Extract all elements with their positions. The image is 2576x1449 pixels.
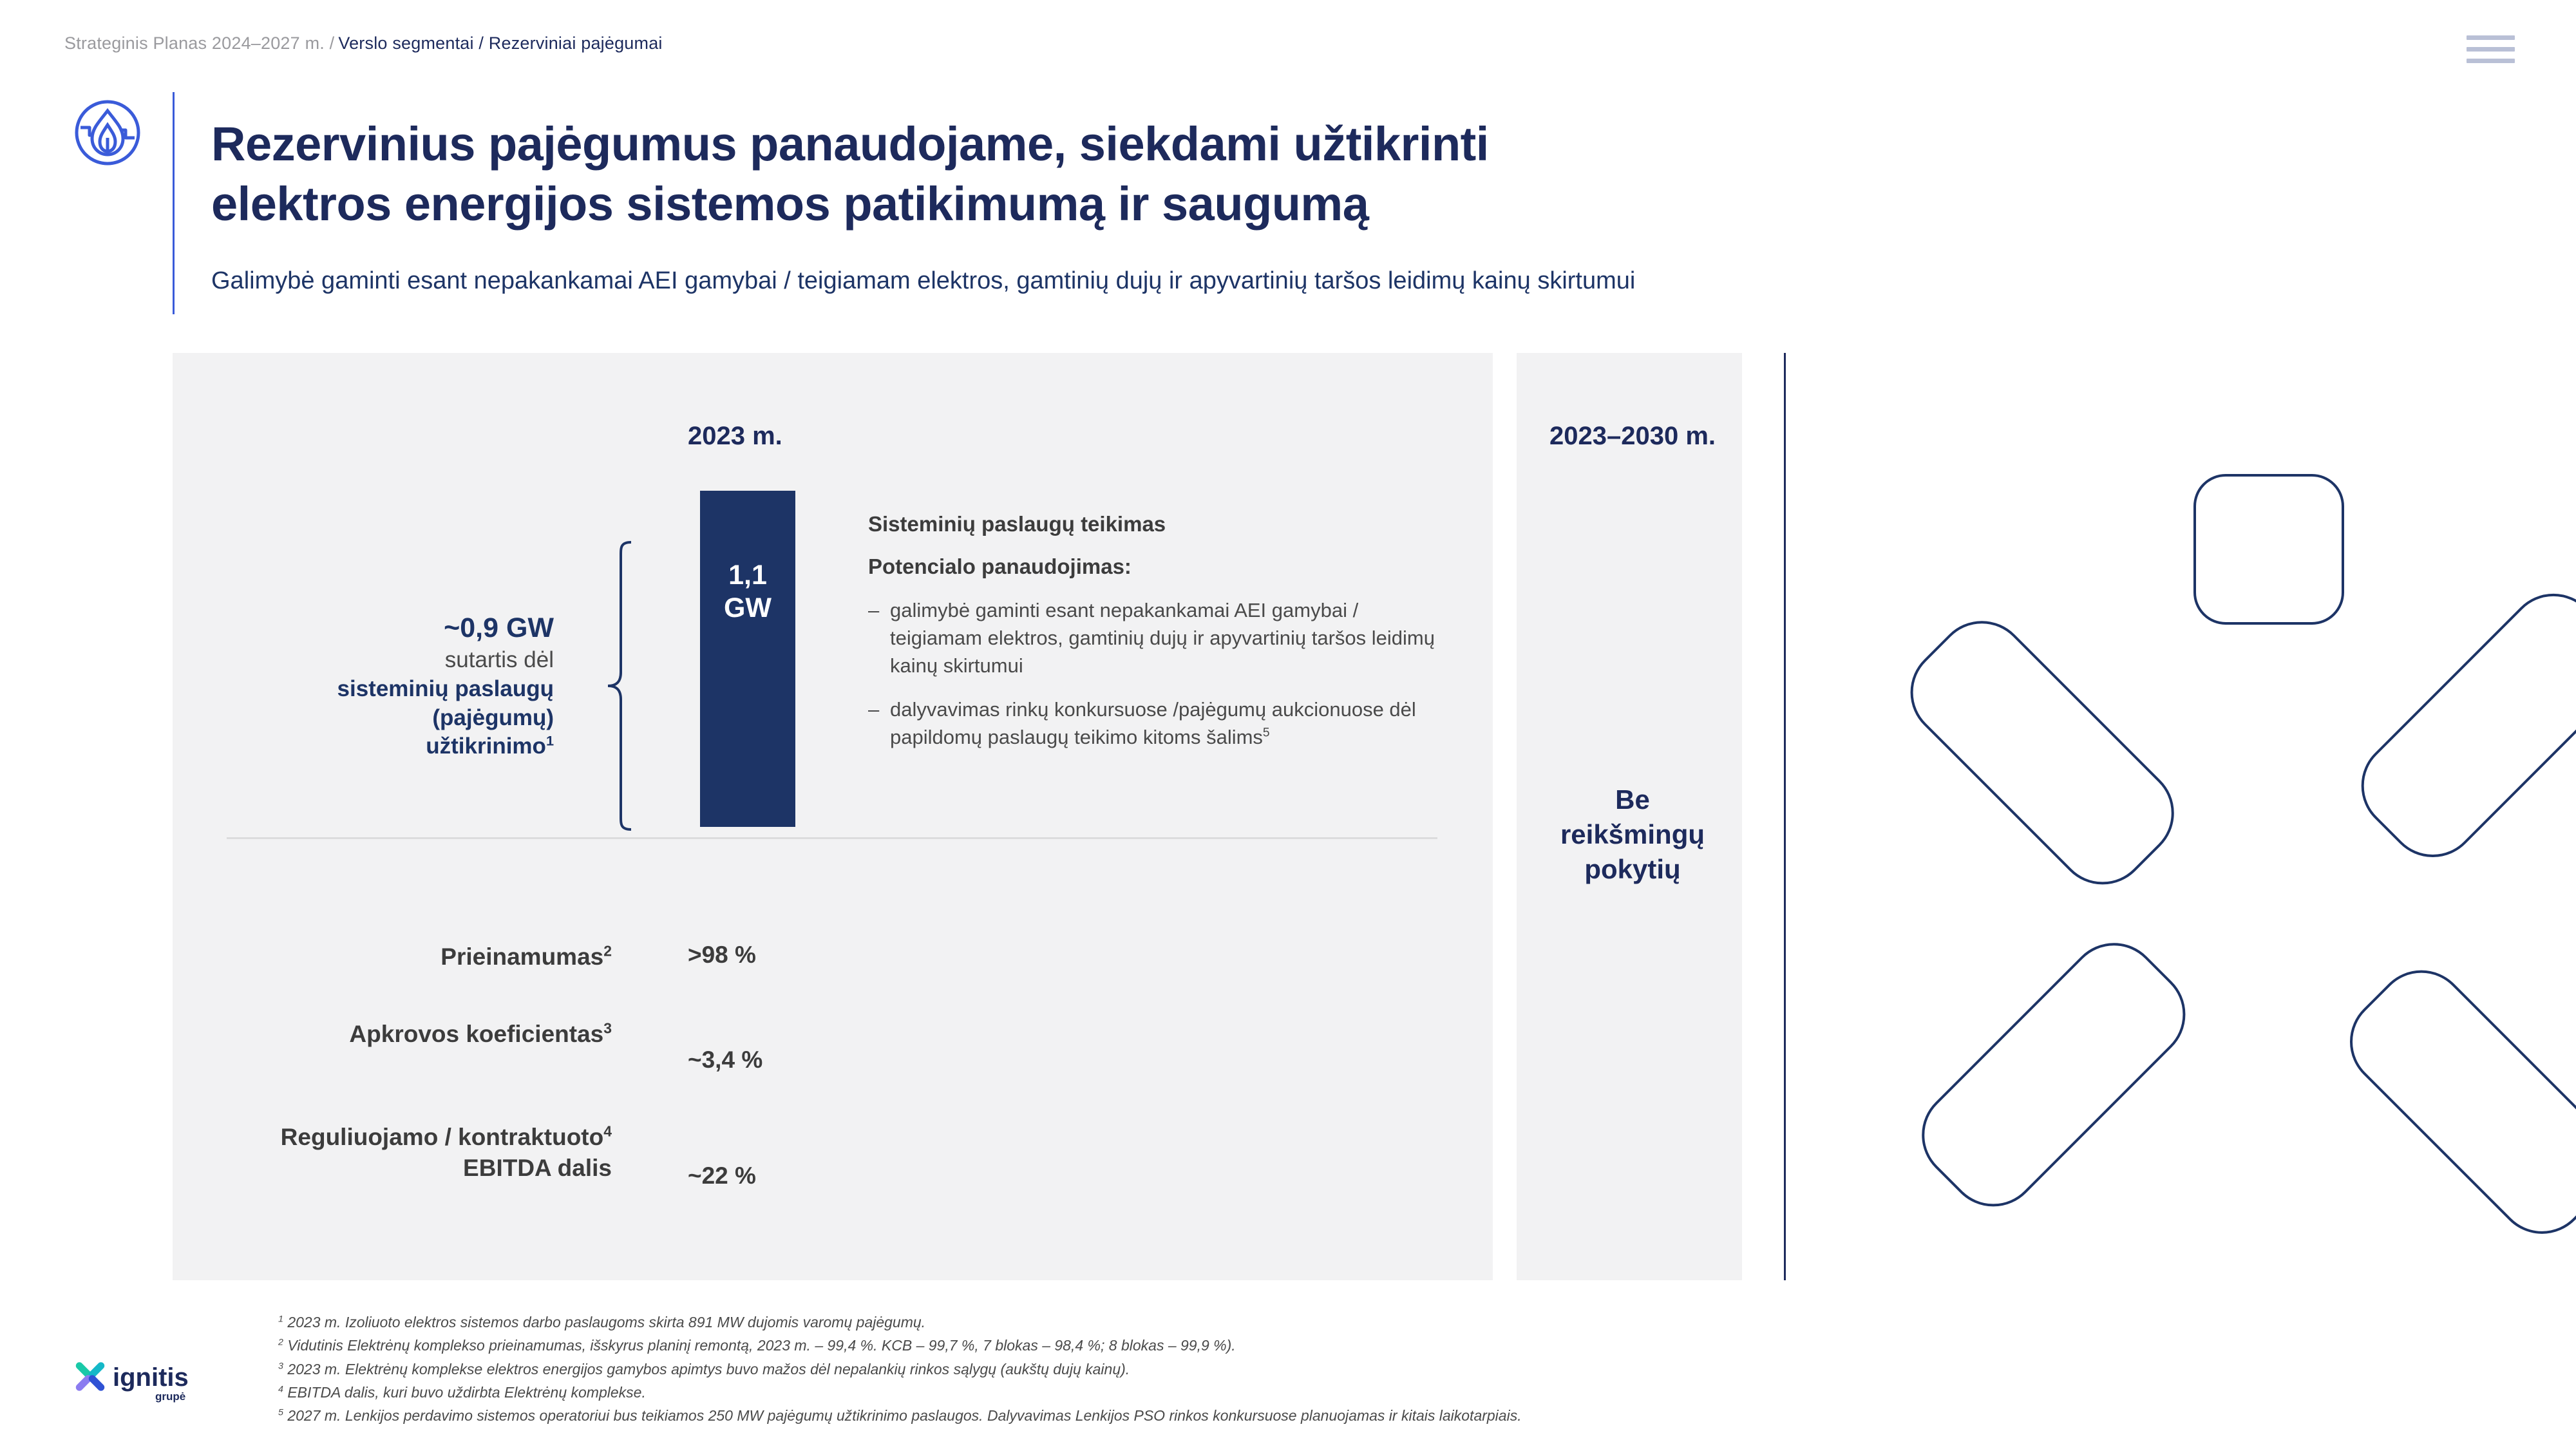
column-header-2023: 2023 m.	[688, 422, 782, 450]
annotation-headline: ~0,9 GW	[444, 612, 554, 643]
footnote-4-text: EBITDA dalis, kuri buvo uždirbta Elektrė…	[287, 1383, 646, 1401]
outlook-line-1: Be	[1615, 784, 1650, 815]
breadcrumb: Strateginis Planas 2024–2027 m. / Verslo …	[64, 33, 663, 53]
breadcrumb-active: Verslo segmentai / Rezerviniai pajėgumai	[338, 33, 663, 53]
detail-bullet-2: – dalyvavimas rinkų konkursuose /pajėgum…	[868, 696, 1435, 752]
decor-bar-tr	[2361, 593, 2576, 857]
decor-bar-bl	[1922, 943, 2186, 1207]
metric-value-ebitda-share: ~22 %	[688, 1162, 756, 1189]
footnote-1-marker: 1	[278, 1314, 283, 1325]
bar-value-number: 1,1	[728, 560, 767, 591]
capacity-annotation: ~0,9 GW sutartis dėl sisteminių paslaugų…	[270, 611, 554, 761]
footnote-2-marker: 2	[278, 1337, 283, 1348]
decor-bar-br	[2350, 970, 2576, 1234]
header-accent-rule	[173, 92, 175, 314]
metric-label-load-factor-text: Apkrovos koeficientas	[349, 1021, 604, 1047]
footnote-3: 3 2023 m. Elektrėnų komplekse elektros e…	[278, 1358, 2275, 1381]
footnote-3-text: 2023 m. Elektrėnų komplekse elektros ene…	[287, 1360, 1130, 1378]
annotation-line-5-text: užtikrinimo	[426, 734, 546, 759]
footnote-1: 1 2023 m. Izoliuoto elektros sistemos da…	[278, 1311, 2275, 1334]
footnotes: 1 2023 m. Izoliuoto elektros sistemos da…	[278, 1311, 2275, 1428]
detail-bullet-2-text: dalyvavimas rinkų konkursuose /pajėgumų …	[890, 696, 1435, 752]
footnote-4-marker: 4	[278, 1384, 283, 1395]
detail-bullet-1: – galimybė gaminti esant nepakankamai AE…	[868, 597, 1435, 679]
outlook-line-2: reikšmingų	[1560, 819, 1705, 849]
hamburger-bar-1	[2467, 35, 2515, 40]
bar-2023-capacity	[700, 491, 795, 827]
detail-bullet-2-footnote-ref: 5	[1262, 726, 1270, 740]
metric-label-availability-footnote-ref: 2	[603, 942, 612, 960]
detail-heading-2: Potencialo panaudojimas:	[868, 554, 1132, 578]
hamburger-bar-2	[2467, 47, 2515, 52]
bar-value-unit: GW	[723, 592, 772, 623]
footnote-4: 4 EBITDA dalis, kuri buvo uždirbta Elekt…	[278, 1381, 2275, 1404]
breadcrumb-prefix: Strateginis Planas 2024–2027 m. /	[64, 33, 335, 53]
annotation-line-2: sutartis dėl	[444, 647, 554, 673]
footnote-1-text: 2023 m. Izoliuoto elektros sistemos darb…	[287, 1314, 926, 1331]
detail-bullet-2-body: dalyvavimas rinkų konkursuose /pajėgumų …	[890, 698, 1416, 749]
detail-text-block: Sisteminių paslaugų teikimas Potencialo …	[868, 512, 1435, 768]
metric-value-availability: >98 %	[688, 942, 756, 968]
page-title-line-1: Rezervinius pajėgumus panaudojame, siekd…	[211, 117, 1489, 171]
detail-heading-1: Sisteminių paslaugų teikimas	[868, 512, 1166, 536]
footnote-2-text: Vidutinis Elektrėnų komplekso prieinamum…	[287, 1337, 1236, 1354]
hamburger-bar-3	[2467, 59, 2515, 63]
ignitis-sub-wordmark: grupė	[155, 1390, 185, 1403]
gas-flame-circle-icon	[73, 98, 142, 167]
ignitis-logo: ignitis grupė	[73, 1358, 208, 1404]
metric-label-load-factor-footnote-ref: 3	[603, 1019, 612, 1037]
hamburger-menu-icon[interactable]	[2467, 35, 2515, 63]
footnote-3-marker: 3	[278, 1361, 283, 1371]
footnote-5-text: 2027 m. Lenkijos perdavimo sistemos oper…	[287, 1407, 1522, 1425]
metric-label-load-factor: Apkrovos koeficientas3	[270, 1019, 612, 1050]
page-subtitle: Galimybė gaminti esant nepakankamai AEI …	[211, 267, 1636, 294]
capacity-brace	[605, 541, 634, 831]
metric-label-ebitda-share-text-2: EBITDA dalis	[463, 1155, 612, 1182]
column-header-2023-2030: 2023–2030 m.	[1549, 422, 1716, 450]
annotation-line-5-footnote-ref: 1	[545, 732, 554, 749]
ignitis-x-icon	[75, 1362, 105, 1391]
panel-current-state	[173, 353, 1493, 1280]
outlook-status-text: Be reikšmingų pokytių	[1530, 782, 1736, 886]
decor-bar-tl	[1910, 621, 2174, 885]
footnote-5-marker: 5	[278, 1407, 283, 1418]
footnote-5: 5 2027 m. Lenkijos perdavimo sistemos op…	[278, 1404, 2275, 1427]
metric-value-load-factor: ~3,4 %	[688, 1046, 763, 1073]
annotation-line-4: (pajėgumų)	[432, 705, 554, 730]
metrics-separator	[227, 837, 1437, 839]
metric-label-ebitda-share-footnote-ref: 4	[603, 1122, 612, 1140]
footnote-2: 2 Vidutinis Elektrėnų komplekso prieinam…	[278, 1334, 2275, 1357]
annotation-line-3: sisteminių paslaugų	[337, 676, 554, 701]
metric-label-availability: Prieinamumas2	[270, 942, 612, 972]
decor-square	[2193, 474, 2344, 625]
bullet-dash-icon: –	[868, 698, 880, 721]
metric-label-ebitda-share-text-1: Reguliuojamo / kontraktuoto	[280, 1124, 604, 1150]
metric-label-availability-text: Prieinamumas	[440, 943, 604, 970]
annotation-line-5: užtikrinimo1	[270, 732, 554, 761]
page-title: Rezervinius pajėgumus panaudojame, siekd…	[211, 115, 2079, 234]
panel-outlook	[1517, 353, 1742, 1280]
detail-bullet-1-text: galimybė gaminti esant nepakankamai AEI …	[890, 599, 1435, 677]
page-title-line-2: elektros energijos sistemos patikimumą i…	[211, 176, 1369, 231]
decorative-x-pattern	[1906, 399, 2576, 1301]
bar-value-label: 1,1 GW	[700, 559, 795, 624]
ignitis-wordmark: ignitis	[113, 1363, 189, 1392]
bullet-dash-icon: –	[868, 599, 880, 621]
panel-divider	[1784, 353, 1786, 1280]
outlook-line-3: pokytių	[1584, 853, 1681, 884]
metric-label-ebitda-share: Reguliuojamo / kontraktuoto4 EBITDA dali…	[206, 1122, 612, 1184]
